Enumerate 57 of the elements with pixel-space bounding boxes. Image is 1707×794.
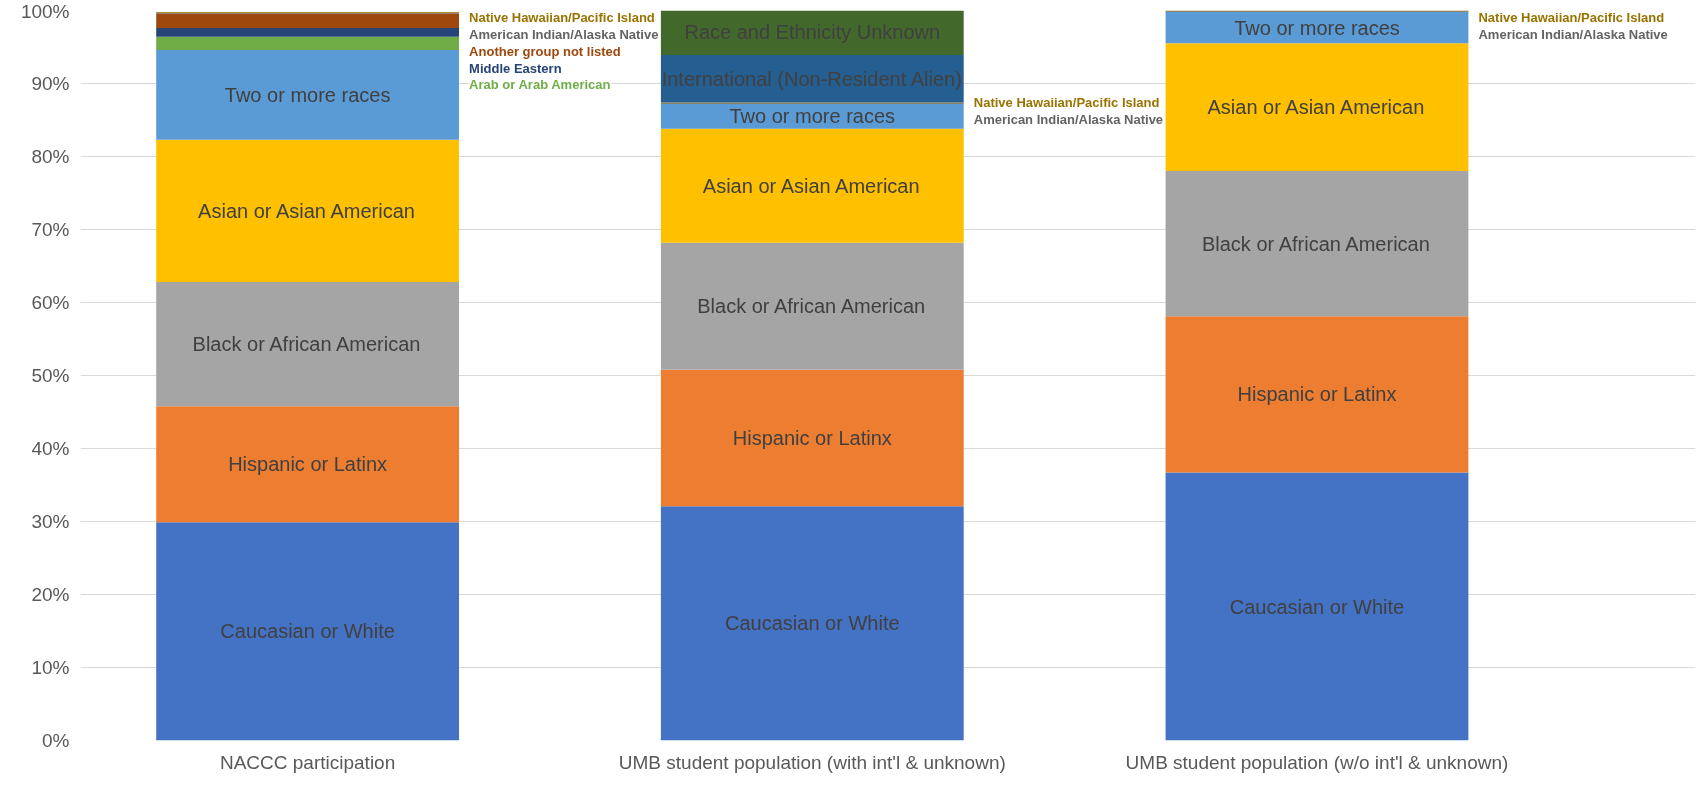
series-label: Black or African American	[192, 333, 421, 356]
y-tick-label: 80%	[31, 146, 70, 167]
bar	[660, 369, 964, 507]
y-tick-label: 0%	[42, 730, 70, 751]
text: Caucasian or White	[1229, 595, 1405, 618]
bar	[660, 506, 964, 741]
y-tick-label: 20%	[31, 584, 70, 605]
series-label: Caucasian or White	[725, 612, 900, 635]
x-tick-label: UMB student population (with int'l & unknown)	[618, 751, 1006, 773]
text: Black or African American	[1201, 232, 1430, 255]
bar	[1165, 316, 1469, 473]
y-tick-label: 40%	[31, 438, 70, 459]
y-tick-label: 70%	[31, 219, 70, 240]
text: American Indian/Alaska Native	[1478, 27, 1668, 43]
bar	[660, 103, 964, 129]
text: Arab or Arab American	[469, 77, 611, 93]
bar	[1165, 171, 1469, 317]
bar	[156, 13, 460, 29]
y-tick-label: 60%	[31, 292, 70, 313]
y-tick-label: 10%	[31, 657, 70, 678]
series-label: Another group not listed	[469, 43, 621, 59]
text: Native Hawaiian/Pacific Island	[973, 95, 1160, 111]
series-label: American Indian/Alaska Native	[973, 112, 1164, 128]
text: Two or more races	[224, 83, 391, 106]
text: American Indian/Alaska Native	[469, 27, 659, 43]
series-label: Two or more races	[729, 105, 896, 128]
bar	[1165, 43, 1469, 172]
y-tick-label: 100%	[20, 0, 70, 22]
series-label: Asian or Asian American	[702, 174, 920, 197]
bar	[156, 139, 460, 283]
bar	[156, 406, 460, 523]
text: Asian or Asian American	[198, 199, 415, 222]
bar	[660, 242, 964, 370]
y-tick-label: 50%	[31, 365, 70, 386]
text: Caucasian or White	[220, 620, 395, 643]
bar	[156, 36, 460, 50]
text: Native Hawaiian/Pacific Island	[1478, 10, 1665, 26]
text: Two or more races	[1234, 16, 1400, 39]
legend-label: Native Hawaiian/Pacific Island	[469, 10, 655, 26]
series-label: Middle Eastern	[469, 60, 562, 76]
y-tick-label: 90%	[31, 73, 70, 94]
bar	[156, 28, 460, 37]
text: Hispanic or Latinx	[732, 426, 892, 449]
bar	[156, 522, 460, 741]
text: Hispanic or Latinx	[1237, 383, 1397, 406]
bar	[156, 49, 460, 140]
bar	[1165, 11, 1469, 44]
bar	[660, 128, 964, 243]
series-label: International (Non-Resident Alien)	[661, 67, 962, 90]
series-label: Hispanic or Latinx	[228, 453, 388, 476]
bar	[156, 282, 460, 407]
text: Black or African American	[697, 295, 926, 318]
y-tick-label: 30%	[31, 511, 70, 532]
bar	[1165, 472, 1469, 741]
x-tick-label: NACCC participation	[219, 751, 396, 773]
text: Asian or Asian American	[1207, 96, 1425, 119]
x-tick-label: UMB student population (w/o int'l & unknown)	[1125, 751, 1509, 773]
